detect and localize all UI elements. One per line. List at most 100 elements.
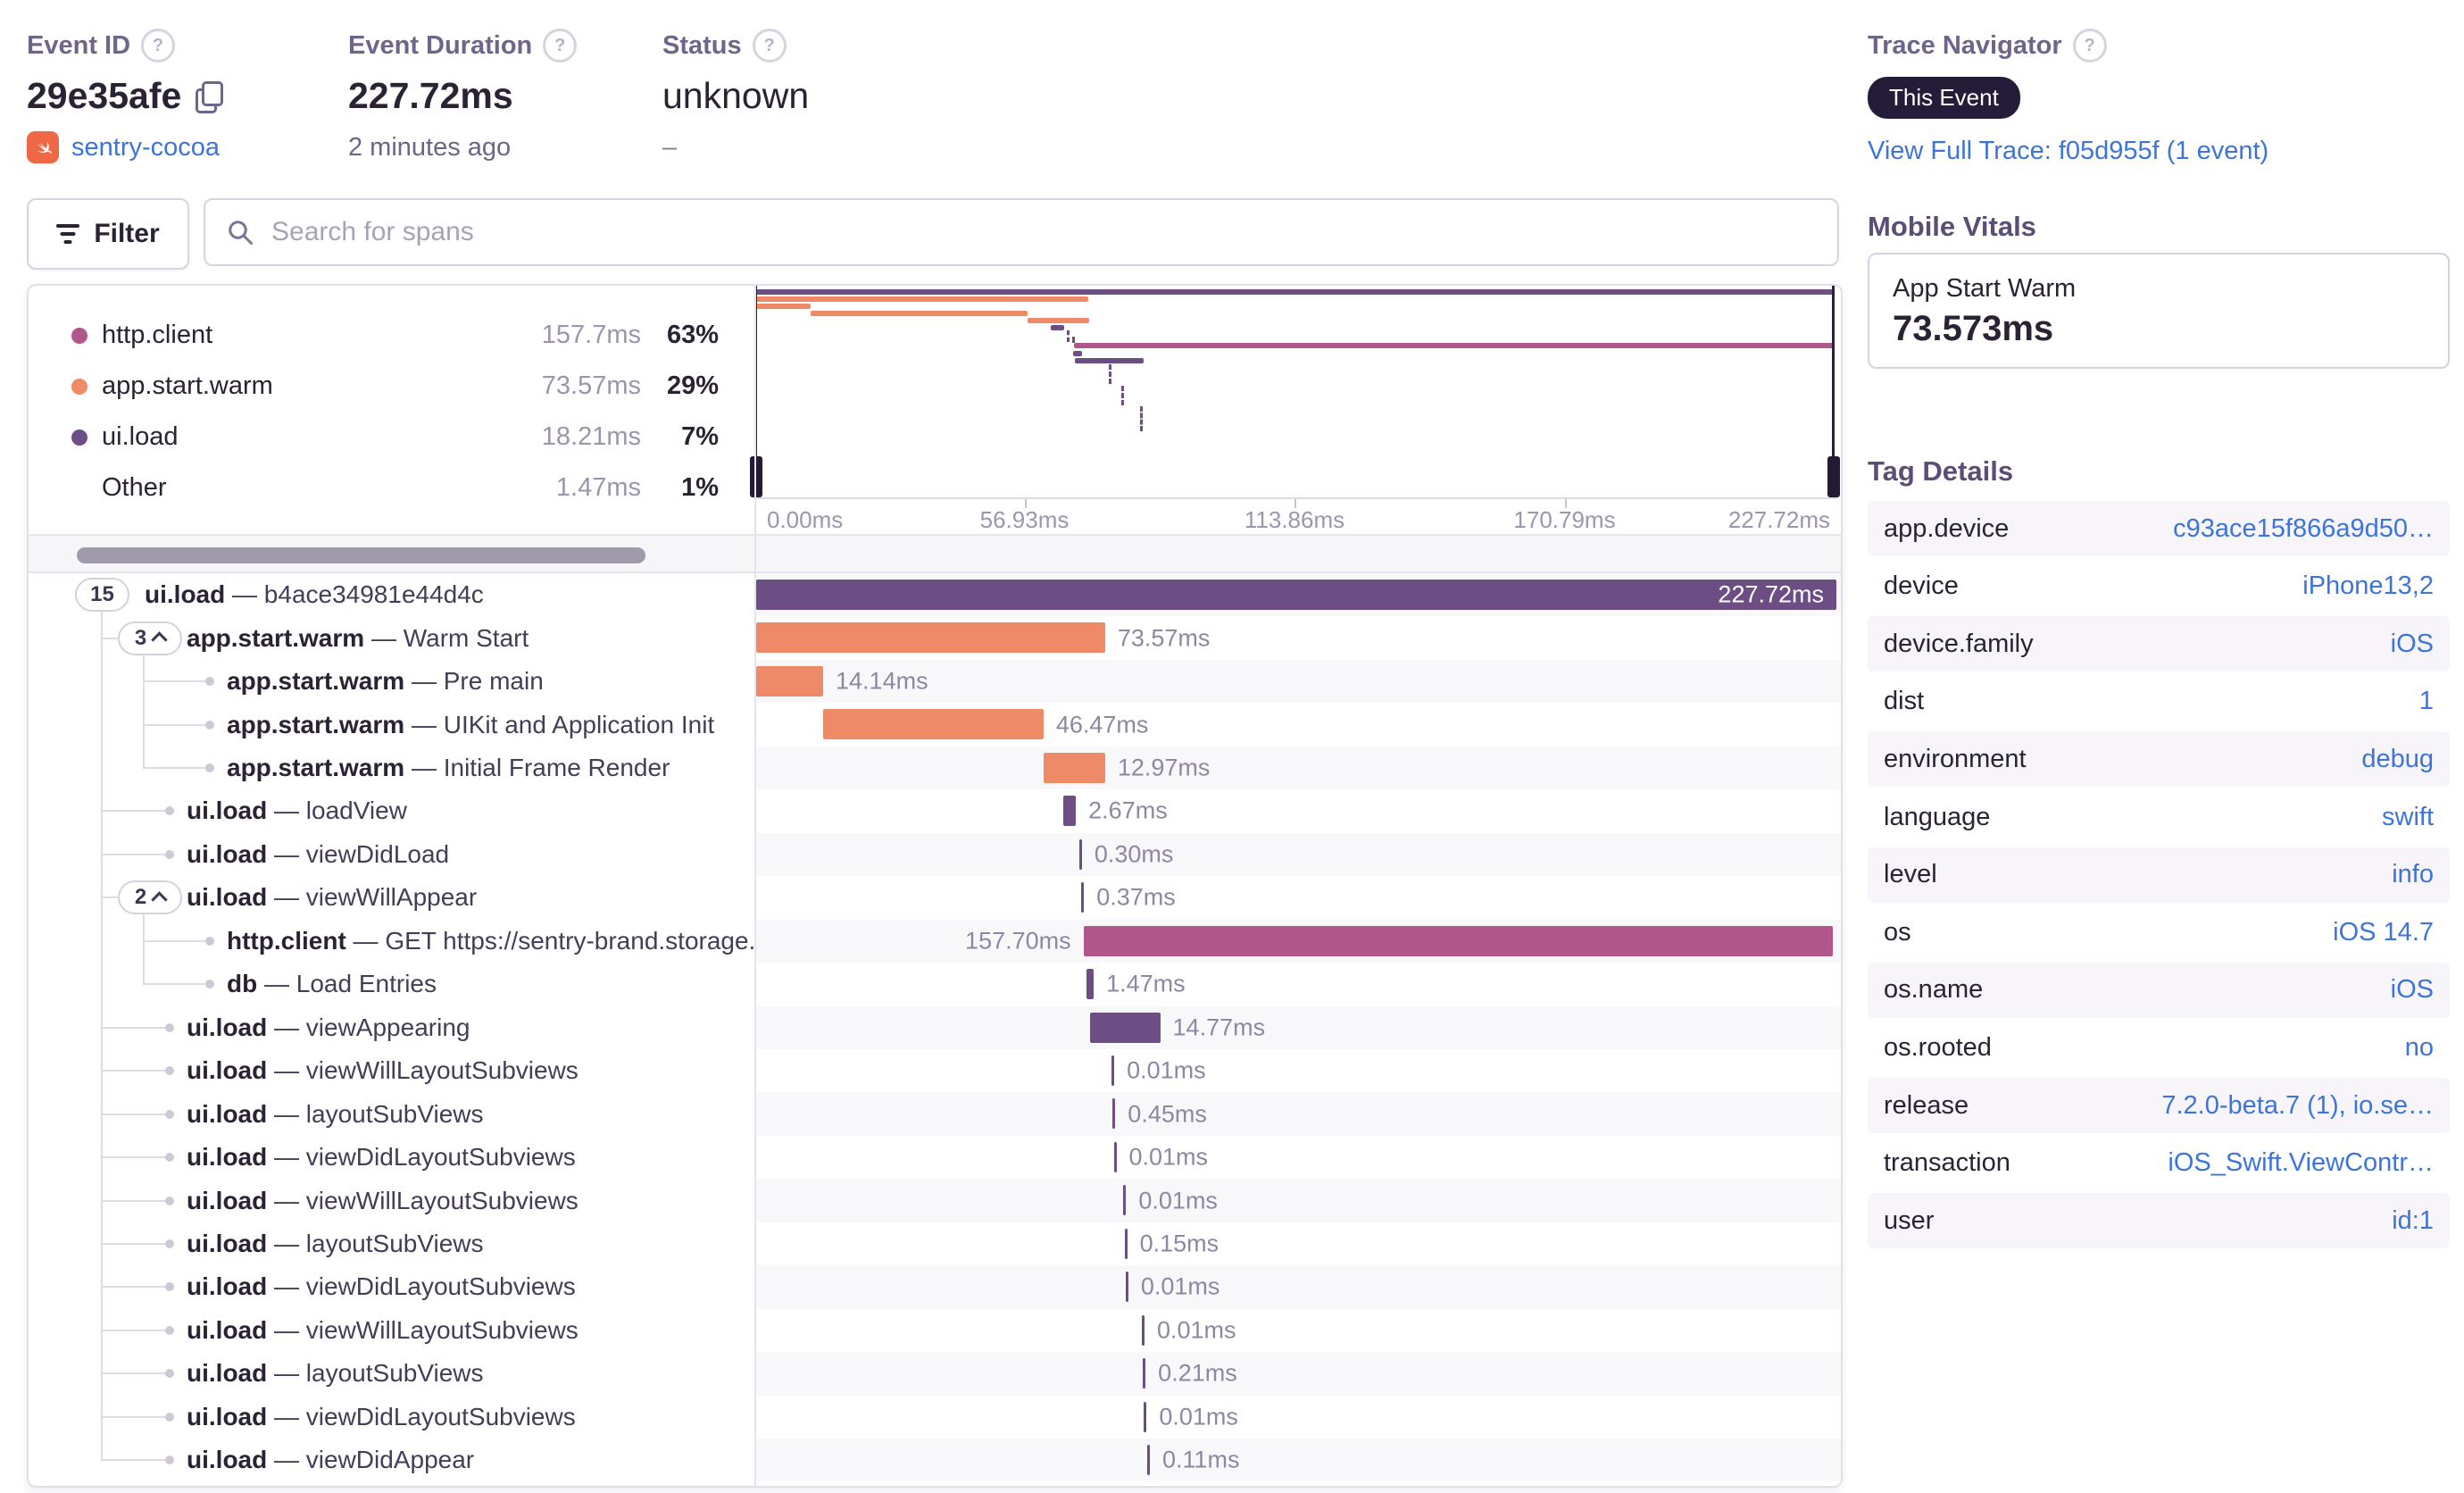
- span-tree-cell: db — Load Entries: [29, 963, 754, 1005]
- span-row[interactable]: 0.15ms ui.load — layoutSubViews: [29, 1222, 1841, 1265]
- status-value: unknown: [662, 75, 810, 116]
- span-op: ui.load: [187, 1446, 268, 1474]
- help-icon[interactable]: ?: [752, 29, 787, 63]
- filter-button[interactable]: Filter: [27, 198, 189, 270]
- project-link[interactable]: sentry-cocoa: [71, 132, 221, 162]
- legend-item[interactable]: ui.load 18.21ms 7%: [29, 412, 754, 463]
- tag-key: level: [1884, 860, 1937, 889]
- span-duration-bar[interactable]: [756, 622, 1105, 654]
- span-row[interactable]: 0.01ms ui.load — viewWillLayoutSubviews: [29, 1049, 1841, 1092]
- span-separator: —: [267, 1229, 306, 1257]
- view-full-trace-link[interactable]: View Full Trace: f05d955f (1 event): [1868, 137, 2269, 165]
- span-duration-bar[interactable]: [756, 580, 1836, 610]
- span-duration-label: 14.14ms: [836, 667, 928, 695]
- span-duration-bar[interactable]: [1086, 969, 1095, 1000]
- copy-icon[interactable]: [196, 80, 224, 113]
- span-duration-bar[interactable]: [1089, 1012, 1161, 1043]
- span-label: app.start.warm — Pre main: [227, 667, 544, 696]
- span-duration-bar[interactable]: [1083, 925, 1834, 956]
- span-duration-bar[interactable]: [1124, 1228, 1128, 1259]
- span-description: layoutSubViews: [305, 1229, 484, 1257]
- tree-node-dot: [205, 980, 214, 989]
- span-duration-label: 73.57ms: [1117, 624, 1211, 652]
- tag-value-link[interactable]: debug: [2361, 744, 2434, 773]
- span-row[interactable]: 0.45ms ui.load — layoutSubViews: [29, 1092, 1841, 1136]
- legend-item[interactable]: http.client 157.7ms 63%: [29, 310, 754, 361]
- help-icon[interactable]: ?: [543, 29, 578, 63]
- children-count-pill[interactable]: 3: [118, 621, 182, 655]
- horizontal-scrollbar[interactable]: [77, 547, 645, 563]
- help-icon[interactable]: ?: [2072, 29, 2107, 63]
- minimap-drag-handle[interactable]: [1827, 456, 1840, 497]
- span-row[interactable]: 0.01ms ui.load — viewWillLayoutSubviews: [29, 1179, 1841, 1222]
- span-separator: —: [267, 1272, 306, 1301]
- event-id-value: 29e35afe: [27, 75, 182, 116]
- span-duration-bar[interactable]: [1147, 1445, 1151, 1475]
- axis-tick-label: 227.72ms: [1727, 506, 1830, 533]
- span-separator: —: [267, 1143, 306, 1172]
- tag-value-link[interactable]: iOS: [2390, 629, 2434, 658]
- tree-chart-divider[interactable]: [754, 286, 756, 1486]
- tag-value-link[interactable]: iPhone13,2: [2302, 571, 2434, 601]
- span-duration-bar[interactable]: [1143, 1358, 1146, 1389]
- span-row[interactable]: 14.14ms app.start.warm — Pre main: [29, 659, 1841, 704]
- help-icon[interactable]: ?: [141, 29, 176, 63]
- tag-value-link[interactable]: c93ace15f866a9d50…: [2173, 513, 2434, 543]
- children-count-pill[interactable]: 2: [118, 880, 182, 915]
- tag-value-link[interactable]: 1: [2418, 687, 2434, 716]
- legend-item[interactable]: Other 1.47ms 1%: [29, 463, 754, 513]
- tag-value-link[interactable]: id:1: [2392, 1205, 2434, 1235]
- span-duration-bar[interactable]: [1111, 1055, 1115, 1086]
- span-row[interactable]: 0.21ms ui.load — layoutSubViews: [29, 1352, 1841, 1396]
- span-row[interactable]: 0.01ms ui.load — viewDidLayoutSubviews: [29, 1265, 1841, 1309]
- span-row[interactable]: 0.01ms ui.load — viewDidLayoutSubviews: [29, 1136, 1841, 1179]
- span-duration-bar[interactable]: [756, 665, 824, 696]
- span-row[interactable]: 0.11ms ui.load — viewDidAppear: [29, 1439, 1841, 1482]
- span-duration-bar[interactable]: [1062, 796, 1077, 827]
- span-duration-bar[interactable]: [1125, 1272, 1128, 1303]
- minimap-viewport-edge[interactable]: [1832, 286, 1835, 497]
- span-row[interactable]: 0.01ms ui.load — viewWillLayoutSubviews: [29, 1309, 1841, 1352]
- search-input[interactable]: [270, 216, 1816, 248]
- span-row[interactable]: 2.67ms ui.load — loadView: [29, 789, 1841, 832]
- tag-value-link[interactable]: swift: [2382, 802, 2434, 831]
- tree-connector: [101, 1329, 170, 1331]
- span-duration-bar[interactable]: [1078, 838, 1082, 870]
- span-duration-bar[interactable]: [1144, 1401, 1147, 1432]
- span-row[interactable]: 14.77ms ui.load — viewAppearing: [29, 1005, 1841, 1049]
- children-count-pill[interactable]: 15: [75, 578, 129, 613]
- span-duration-bar[interactable]: [1123, 1185, 1127, 1216]
- span-duration-bar[interactable]: [1112, 1098, 1116, 1130]
- span-duration-label: 0.01ms: [1138, 1187, 1218, 1214]
- span-row[interactable]: 0.37ms ui.load — viewWillAppear 2: [29, 876, 1841, 919]
- span-duration-bar[interactable]: [1081, 882, 1085, 913]
- span-row[interactable]: 1.47ms db — Load Entries: [29, 963, 1841, 1005]
- tag-value-link[interactable]: iOS 14.7: [2333, 917, 2434, 947]
- tag-value-link[interactable]: iOS_Swift.ViewContr…: [2168, 1148, 2434, 1178]
- app-start-warm-card[interactable]: App Start Warm 73.573ms: [1868, 253, 2450, 369]
- tree-connector: [101, 1242, 170, 1245]
- span-row[interactable]: 157.70ms http.client — GET https://sentr…: [29, 919, 1841, 963]
- span-row[interactable]: 12.97ms app.start.warm — Initial Frame R…: [29, 746, 1841, 790]
- tree-node-dot: [165, 1153, 174, 1163]
- span-row[interactable]: 227.72ms ui.load — b4ace34981e44d4c 15: [29, 573, 1841, 617]
- tag-value-link[interactable]: info: [2392, 860, 2434, 889]
- span-row[interactable]: 0.30ms ui.load — viewDidLoad: [29, 832, 1841, 877]
- span-duration-bar[interactable]: [1113, 1141, 1117, 1172]
- span-duration-label: 0.01ms: [1140, 1272, 1220, 1300]
- tag-value-link[interactable]: 7.2.0-beta.7 (1), io.se…: [2161, 1090, 2434, 1120]
- span-duration-bar[interactable]: [823, 709, 1044, 740]
- tag-value-link[interactable]: iOS: [2390, 975, 2434, 1005]
- span-duration-bar[interactable]: [1141, 1314, 1145, 1346]
- span-row[interactable]: 73.57ms app.start.warm — Warm Start 3: [29, 616, 1841, 659]
- span-duration-bar[interactable]: [1043, 752, 1105, 783]
- span-duration-label: 46.47ms: [1055, 711, 1149, 738]
- tree-node-dot: [165, 1412, 174, 1422]
- legend-item[interactable]: app.start.warm 73.57ms 29%: [29, 361, 754, 412]
- tag-value-link[interactable]: no: [2404, 1032, 2434, 1062]
- span-row[interactable]: 0.01ms ui.load — viewDidLayoutSubviews: [29, 1396, 1841, 1439]
- tree-connector: [143, 767, 210, 770]
- span-row[interactable]: 46.47ms app.start.warm — UIKit and Appli…: [29, 703, 1841, 746]
- minimap-span-bar: [1075, 358, 1144, 363]
- trace-minimap[interactable]: [749, 286, 1840, 497]
